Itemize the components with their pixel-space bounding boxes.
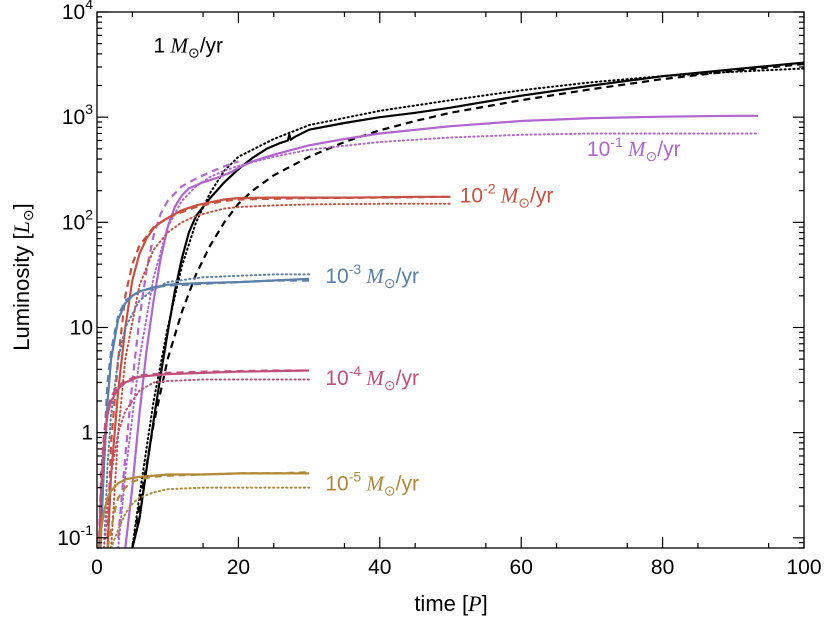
- y-tick-label: 1: [81, 422, 93, 445]
- series-line-rate-1-dashed: [131, 62, 804, 548]
- series-rate-1e-5: [98, 471, 311, 548]
- y-tick-label: 10-1: [57, 522, 93, 550]
- y-tick-label: 104: [62, 0, 93, 24]
- series-line-rate-1e-2-dotted: [110, 202, 452, 548]
- series-line-rate-1e-4-solid: [98, 369, 310, 548]
- series-line-rate-1e-2-dashed: [106, 195, 451, 538]
- y-tick-label: 102: [62, 206, 93, 234]
- series-line-rate-1e-1-dashed: [117, 160, 239, 538]
- tick-layer: 0 20 40 60 80 100 10-1 1 10 102 103 104: [57, 0, 821, 579]
- series-label-rate-1: 1 M⊙/yr: [154, 34, 224, 61]
- series-line-rate-1e-5-dashed: [106, 471, 310, 548]
- series-line-rate-1-dotted: [131, 67, 804, 548]
- series-rate-1e-3: [99, 273, 311, 548]
- series-line-rate-1e-3-solid: [99, 277, 310, 548]
- series-line-rate-1e-3-dotted: [103, 273, 311, 548]
- series-label-rate-1e-5: 10-5 M⊙/yr: [325, 468, 419, 498]
- series-line-rate-1e-4-dashed: [98, 369, 310, 538]
- series-label-rate-1e-3: 10-3 M⊙/yr: [325, 261, 419, 291]
- x-tick-label: 20: [227, 556, 250, 579]
- series-line-rate-1e-4-dotted: [103, 378, 311, 548]
- series-layer: [98, 61, 804, 548]
- series-label-rate-1e-1: 10-1 M⊙/yr: [587, 134, 681, 164]
- series-label-rate-1e-2: 10-2 M⊙/yr: [460, 180, 554, 210]
- series-line-rate-1e-2-solid: [106, 195, 451, 548]
- series-rate-1e-4: [98, 369, 311, 548]
- x-tick-label: 40: [368, 556, 391, 579]
- y-axis-title: Luminosity [L⊙]: [9, 203, 36, 351]
- series-rate-1e-1: [117, 114, 759, 548]
- x-tick-label: 100: [786, 556, 821, 579]
- series-line-rate-1e-1-dotted: [117, 132, 759, 548]
- series-line-rate-1e-3-dashed: [99, 279, 310, 538]
- series-line-rate-1e-5-solid: [98, 472, 310, 548]
- x-tick-label: 0: [91, 556, 103, 579]
- series-line-rate-1-solid: [131, 61, 804, 548]
- x-tick-label: 80: [651, 556, 674, 579]
- x-axis-title: time [P]: [414, 591, 487, 616]
- x-tick-label: 60: [510, 556, 533, 579]
- series-label-rate-1e-4: 10-4 M⊙/yr: [325, 363, 419, 393]
- series-line-rate-1e-1-solid: [124, 114, 758, 548]
- y-tick-label: 10: [70, 316, 93, 339]
- plot-frame: [96, 11, 805, 549]
- series-rate-1: [131, 61, 804, 548]
- y-tick-label: 103: [62, 101, 93, 129]
- series-label-layer: 1 M⊙/yr 10-1 M⊙/yr 10-2 M⊙/yr 10-3 M⊙/yr 10-…: [154, 34, 681, 499]
- series-line-rate-1e-5-dotted: [110, 486, 311, 548]
- series-rate-1e-2: [106, 195, 452, 548]
